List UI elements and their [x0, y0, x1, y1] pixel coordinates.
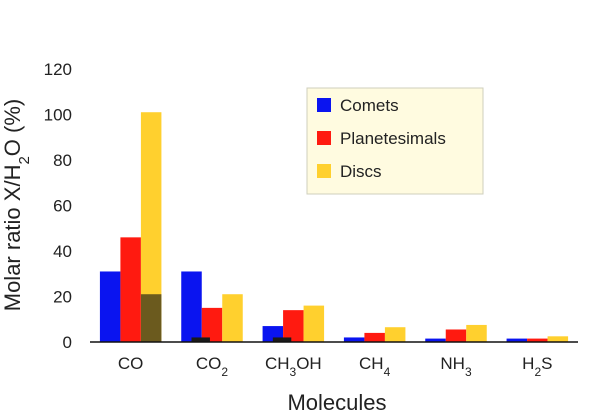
bar-discs-2 [303, 305, 325, 342]
y-tick-label: 100 [44, 106, 72, 125]
x-tick-sub: 4 [384, 365, 391, 379]
y-axis-title: Molar ratio X/H2O (%) [0, 99, 33, 312]
bar-overlay-2 [272, 337, 292, 342]
bar-planetesimals-1 [201, 307, 223, 342]
x-tick-main: CO [196, 354, 222, 373]
legend-swatch-discs [317, 164, 331, 178]
bar-discs-4 [466, 324, 487, 342]
x-tick-main: CH [265, 354, 290, 373]
y-tick-label: 60 [53, 197, 72, 216]
y-tick-label: 20 [53, 288, 72, 307]
bar-planetesimals-3 [364, 332, 385, 342]
x-tick-main: H [522, 354, 534, 373]
bar-planetesimals-0 [120, 237, 141, 342]
y-axis-title-suffix: O (%) [0, 99, 25, 156]
bar-discs-3 [384, 327, 406, 342]
bar-comets-1 [181, 271, 202, 342]
x-tick-label: CH4 [359, 354, 391, 379]
y-tick-label: 120 [44, 60, 72, 79]
legend: Comets Planetesimals Discs [306, 87, 484, 195]
legend-box [306, 87, 484, 195]
x-tick-sub: 2 [221, 365, 228, 379]
legend-label-planetesimals: Planetesimals [340, 129, 446, 148]
y-axis: 0 20 40 60 80 100 120 [44, 60, 72, 352]
x-tick-label: H2S [522, 354, 552, 379]
bar-planetesimals-2 [283, 310, 304, 342]
bar-overlay-0 [140, 294, 162, 342]
bar-comets-4 [425, 338, 446, 342]
y-tick-label: 80 [53, 151, 72, 170]
legend-label-discs: Discs [340, 162, 382, 181]
bar-planetesimals-5 [527, 338, 548, 342]
y-axis-title-subscript: 2 [16, 156, 33, 164]
y-tick-label: 40 [53, 242, 72, 261]
y-axis-title-prefix: Molar ratio X/H [0, 165, 25, 312]
x-tick-main: CH [359, 354, 384, 373]
x-tick-label: CH3OH [265, 354, 322, 379]
x-tick-label: CO2 [196, 354, 229, 379]
bars [99, 112, 569, 342]
x-tick-main: NH [440, 354, 465, 373]
category-labels: CO CO2 CH3OH CH4 NH3 H2S [118, 354, 553, 379]
legend-swatch-planetesimals [317, 131, 331, 145]
x-tick-sub: 3 [465, 365, 472, 379]
bar-discs-0 [140, 112, 162, 342]
legend-label-comets: Comets [340, 96, 399, 115]
x-tick-tail: S [541, 354, 552, 373]
bar-overlay-1 [191, 337, 210, 342]
y-tick-label: 0 [63, 333, 72, 352]
bar-discs-1 [222, 294, 243, 342]
bar-planetesimals-4 [445, 329, 467, 342]
x-tick-main: CO [118, 354, 144, 373]
bar-discs-5 [547, 336, 569, 342]
legend-swatch-comets [317, 98, 331, 112]
bar-comets-3 [343, 337, 365, 342]
x-axis-title: Molecules [287, 390, 386, 415]
x-tick-tail: OH [296, 354, 322, 373]
bar-comets-5 [506, 338, 528, 342]
x-tick-sub: 2 [534, 365, 541, 379]
x-tick-label: CO [118, 354, 144, 373]
x-tick-sub: 3 [290, 365, 297, 379]
x-tick-label: NH3 [440, 354, 472, 379]
bar-comets-0 [99, 271, 121, 342]
